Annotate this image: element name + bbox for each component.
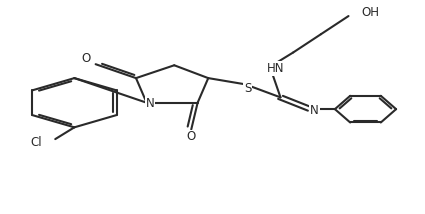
Text: N: N — [310, 104, 319, 117]
Text: HN: HN — [267, 62, 284, 75]
Text: N: N — [146, 97, 154, 110]
Text: O: O — [187, 131, 196, 143]
Text: Cl: Cl — [30, 137, 42, 149]
Text: OH: OH — [361, 6, 379, 19]
Text: O: O — [82, 52, 91, 65]
Text: S: S — [244, 82, 252, 95]
